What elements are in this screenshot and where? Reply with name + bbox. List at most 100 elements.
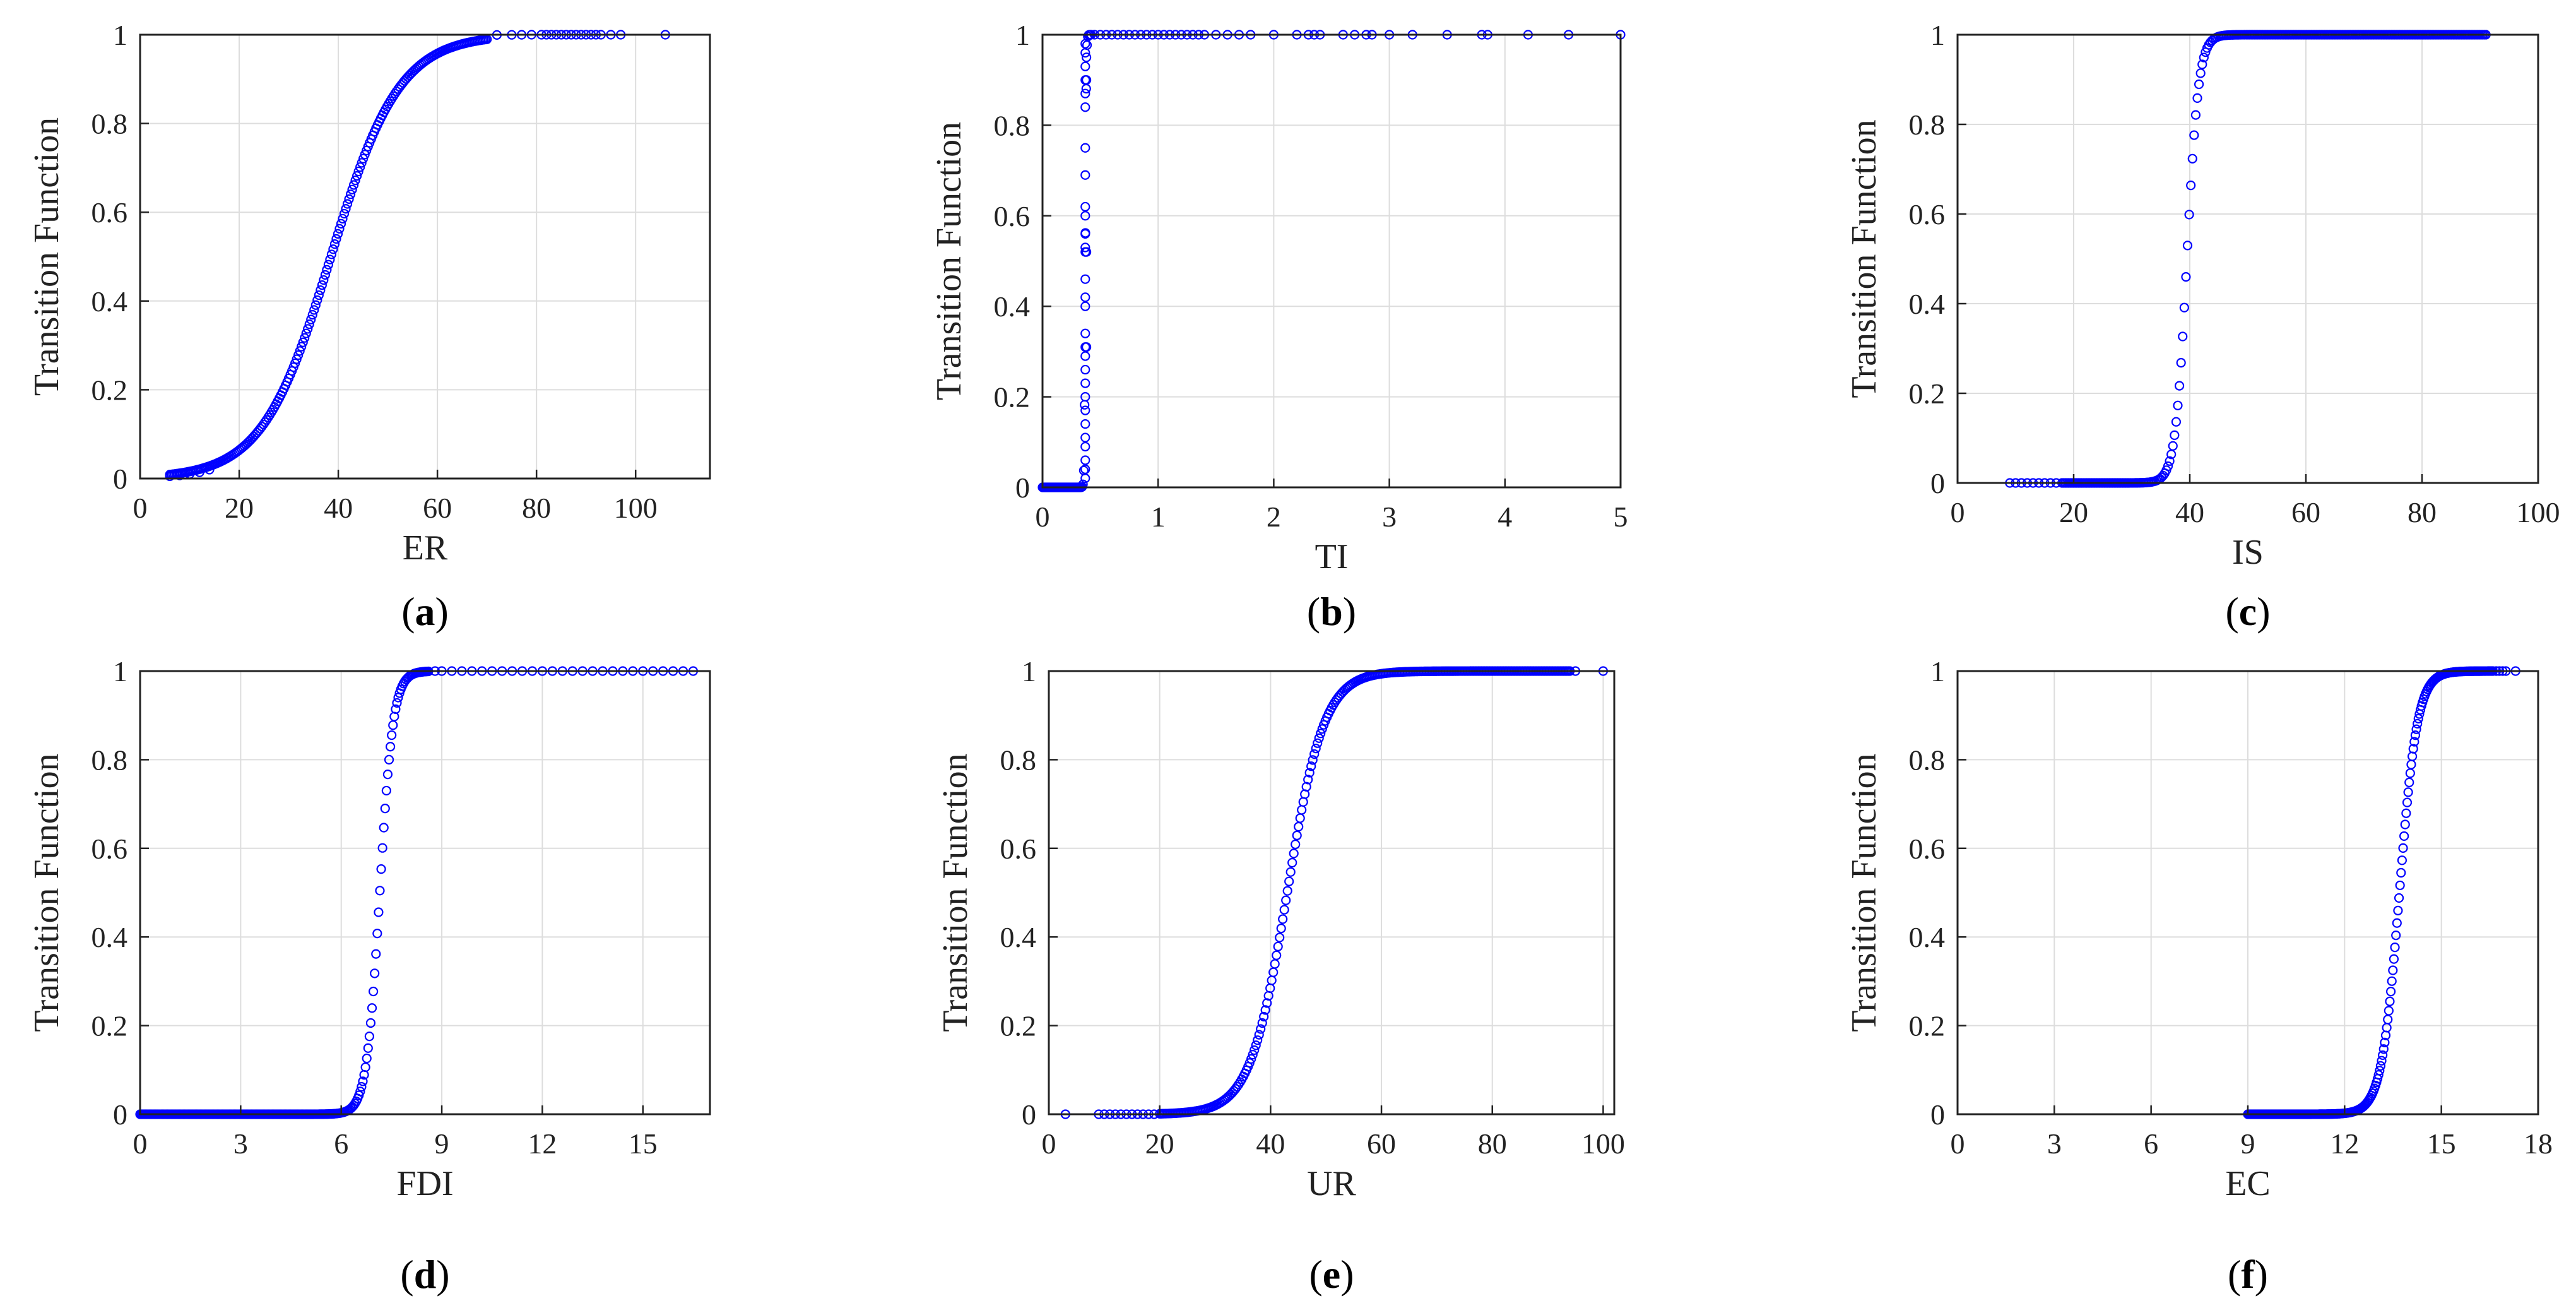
chart-d-axes-frame: [139, 670, 711, 1116]
chart-a-point-0: [165, 471, 175, 482]
chart-d-curve-point-178: [369, 986, 379, 997]
chart-e-curve-point-88: [1294, 821, 1304, 832]
chart-d-curve-point-196: [392, 698, 402, 708]
chart-a-curve-point-111: [341, 204, 351, 214]
chart-d-xtick-label-1: 3: [233, 1127, 248, 1160]
chart-d-curve-point-170: [358, 1076, 368, 1086]
chart-f-curve-point-132: [2378, 1050, 2388, 1061]
chart-d-ytick-label-2: 0.4: [92, 921, 128, 953]
chart-a-curve-point-98: [320, 270, 330, 280]
chart-f-ytick-label-2: 0.4: [1909, 921, 1946, 953]
chart-f-xtick-label-2: 6: [2144, 1127, 2158, 1160]
chart-b-point-27: [1080, 48, 1090, 58]
chart-a-curve-point-116: [348, 180, 359, 190]
chart-c-xtick-label-5: 100: [2517, 496, 2560, 528]
chart-c-xtick-label-1: 20: [2059, 496, 2088, 528]
chart-c-ytick-label-1: 0.2: [1909, 378, 1946, 410]
chart-c-curve-point-82: [2190, 110, 2201, 120]
chart-f-curve-point-166: [2413, 718, 2423, 729]
chart-f-xtick-label-4: 12: [2330, 1127, 2359, 1160]
chart-e-curve-point-65: [1257, 1018, 1267, 1028]
chart-b-point-30: [1082, 75, 1092, 85]
chart-b-point-29: [1082, 52, 1092, 62]
chart-a-xtick-label-1: 20: [225, 492, 254, 524]
chart-e-curve-point-63: [1254, 1030, 1264, 1040]
chart-b-point-24: [1080, 88, 1090, 98]
chart-a-curve-point-118: [352, 170, 362, 181]
chart-e-ytick-label-5: 1: [1022, 655, 1036, 687]
chart-d-curve-point-185: [377, 843, 387, 853]
chart-f-curve-point-158: [2404, 777, 2414, 787]
chart-a-xtick-label-3: 60: [423, 492, 452, 524]
chart-b-point-5: [1080, 419, 1090, 429]
chart-f-curve-point-146: [2392, 918, 2402, 928]
chart-f-ylabel: Transition Function: [1845, 753, 1884, 1032]
chart-b-point-26: [1080, 61, 1090, 71]
chart-a-curve-point-82: [295, 346, 305, 356]
chart-c-curve-point-83: [2192, 93, 2202, 103]
chart-e-xlabel: UR: [1307, 1164, 1356, 1203]
chart-a-curve-point-102: [326, 249, 337, 259]
chart-b-ytick-label-3: 0.6: [994, 200, 1031, 232]
chart-d-curve-point-187: [380, 804, 390, 814]
chart-b-point-14: [1080, 292, 1090, 302]
chart-b-xtick-label-4: 4: [1498, 501, 1512, 533]
chart-d-curve-point-184: [376, 864, 386, 874]
chart-c-curve-point-74: [2178, 331, 2188, 342]
chart-b-xtick-label-3: 3: [1382, 501, 1397, 533]
chart-f-curve-point-150: [2396, 867, 2406, 878]
chart-e-curve-point-99: [1311, 743, 1321, 754]
chart-d-xtick-label-4: 12: [528, 1127, 557, 1160]
chart-d-markers: [135, 666, 699, 1119]
chart-a-axes-frame: [139, 33, 711, 480]
chart-b: 0 1 2 3 4 5 0 0.2 0.4 0.6 0.8 1 TI Transition Functio…: [930, 19, 1628, 634]
chart-c-curve-point-79: [2186, 181, 2196, 191]
chart-e-curve-point-98: [1309, 749, 1320, 759]
chart-a-ytick-label-2: 0.4: [92, 285, 128, 318]
chart-a-curve-point-99: [322, 265, 332, 275]
chart-b-point-1: [1080, 464, 1090, 474]
chart-e-curve-point-78: [1278, 914, 1288, 924]
chart-f-ytick-label-5: 1: [1930, 655, 1945, 687]
chart-f-curve-point-130: [2375, 1061, 2386, 1071]
chart-d-curve-point-192: [387, 730, 397, 741]
chart-d-ytick-label-4: 0.8: [92, 744, 128, 776]
chart-b-point-31: [1082, 247, 1092, 257]
chart-a-xtick-label-0: 0: [133, 492, 148, 524]
chart-f-curve-point-143: [2389, 954, 2399, 964]
chart-c-curve-point-70: [2171, 417, 2182, 427]
chart-c-curve-point-80: [2187, 153, 2197, 164]
chart-e-curve-point-100: [1313, 738, 1323, 748]
chart-a-curve-point-90: [307, 309, 317, 320]
chart-a-curve-point-86: [301, 328, 311, 338]
chart-b-point-22: [1080, 143, 1090, 153]
chart-f-curve-point-147: [2393, 905, 2403, 915]
chart-e-curve-point-74: [1272, 950, 1282, 960]
chart-f-xtick-label-3: 9: [2241, 1127, 2255, 1160]
chart-e-curve-point-85: [1289, 848, 1299, 859]
chart-e-xtick-label-2: 40: [1256, 1127, 1285, 1160]
chart-e-curve-point-64: [1256, 1024, 1266, 1034]
chart-e-curve-point-67: [1260, 1005, 1270, 1015]
chart-e-panel-label: (e): [1309, 1252, 1354, 1297]
chart-c-ytick-label-2: 0.4: [1909, 288, 1946, 320]
chart-c-xtick-label-0: 0: [1951, 496, 1965, 528]
chart-a-curve-point-119: [353, 166, 363, 177]
chart-a-xtick-label-5: 100: [614, 492, 658, 524]
chart-a-curve-point-84: [298, 337, 308, 347]
chart-d-curve-point-177: [367, 1003, 377, 1013]
chart-a-curve-point-49: [242, 437, 252, 448]
chart-e: 0 20 40 60 80 100 0 0.2 0.4 0.6 0.8 1 UR Transition F…: [936, 655, 1625, 1297]
chart-b-ytick-label-5: 1: [1015, 19, 1030, 51]
chart-c-curve-point-69: [2170, 430, 2180, 440]
chart-f-curve-point-139: [2385, 996, 2395, 1006]
chart-e-curve-point-95: [1304, 768, 1315, 778]
chart-a-curve-point-105: [331, 234, 341, 244]
chart-e-xtick-label-5: 100: [1581, 1127, 1625, 1160]
chart-b-xtick-label-0: 0: [1036, 501, 1050, 533]
chart-b-ylabel: Transition Function: [930, 122, 969, 400]
chart-b-ytick-label-1: 0.2: [994, 381, 1031, 414]
chart-e-curve-point-59: [1248, 1050, 1258, 1060]
chart-b-point-18: [1080, 229, 1090, 239]
chart-e-ytick-label-1: 0.2: [1000, 1010, 1037, 1042]
